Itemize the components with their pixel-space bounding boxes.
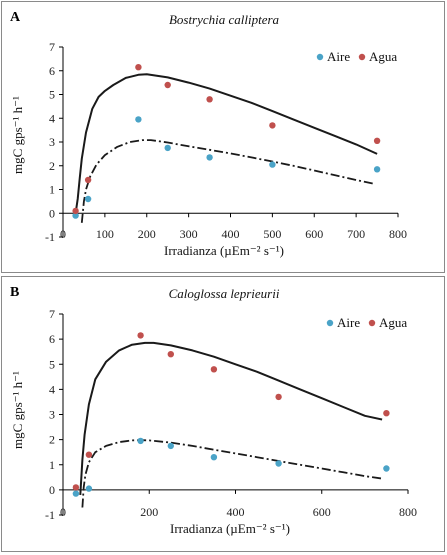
panel-b-x-tick-label: 600 — [313, 505, 331, 519]
panel-a-frame — [1, 1, 445, 273]
panel-a-x-tick-label: 500 — [263, 227, 281, 241]
panel-a: A Bostrychia calliptera Irradianza (µEm⁻… — [1, 1, 445, 273]
panel-b-y-tick-label: 3 — [49, 408, 55, 422]
panel-a-point-aire — [135, 116, 142, 123]
panel-b-y-tick-label: 1 — [49, 458, 55, 472]
panel-a-title: Bostrychia calliptera — [169, 12, 280, 27]
panel-b-legend-marker-agua — [368, 319, 376, 327]
panel-b-title: Caloglossa leprieurii — [169, 286, 280, 301]
panel-a-y-tick-label: 6 — [49, 64, 55, 78]
panel-b-point-aire — [275, 460, 282, 467]
panel-b-fit-curve-solid — [79, 341, 383, 495]
panel-b-y-tick-label: 7 — [49, 307, 55, 321]
panel-a-y-tick-label: 7 — [49, 40, 55, 54]
panel-a-fit-curve-dash-dot — [80, 139, 374, 223]
panel-a-point-agua — [269, 122, 276, 129]
panel-a-point-agua — [135, 63, 142, 71]
panel-b-point-aire — [210, 454, 218, 461]
panel-a-point-aire — [373, 166, 381, 173]
panel-a-y-axis-title: mgC gps⁻¹ h⁻¹ — [10, 96, 25, 174]
panel-b-point-agua — [137, 332, 144, 339]
panel-b-letter: B — [10, 285, 19, 300]
panel-b-point-agua — [167, 351, 174, 358]
panel-b-x-tick-label: 0 — [60, 505, 66, 519]
panel-b-point-aire — [85, 485, 93, 492]
panel-b-y-tick-label: -1 — [45, 508, 55, 522]
panel-b-point-aire — [167, 442, 174, 450]
panel-a-legend-marker-aire — [316, 53, 324, 61]
panel-a-point-agua — [373, 137, 381, 144]
panel-a-point-aire — [206, 154, 213, 161]
panel-a-point-agua — [84, 176, 92, 184]
panel-b-point-agua — [383, 410, 390, 417]
panel-a-y-tick-label: 2 — [49, 159, 55, 173]
panel-b-y-tick-label: 6 — [49, 332, 55, 346]
panel-a-x-tick-label: 600 — [305, 227, 323, 241]
panel-b-point-agua — [210, 366, 218, 373]
panel-a-point-agua — [206, 96, 213, 103]
panel-b-point-agua — [72, 484, 80, 491]
panel-b-plot: -1 0 1 2 3 4 5 6 7 0 200 400 600 800 Aire Agua — [45, 307, 417, 522]
panel-b-y-tick-label: 2 — [49, 433, 55, 447]
panel-a-fit-curve-solid — [74, 73, 378, 214]
panel-a-x-tick-label: 700 — [347, 227, 365, 241]
panel-a-y-tick-label: 1 — [49, 183, 55, 197]
panel-b-y-tick-label: 0 — [49, 483, 55, 497]
panel-a-x-tick-label: 0 — [60, 227, 66, 241]
panel-a-x-tick-label: 200 — [138, 227, 156, 241]
panel-b-y-axis-title: mgC gps⁻¹ h⁻¹ — [10, 371, 25, 449]
panel-a-x-axis-title: Irradianza (µEm⁻² s⁻¹) — [164, 243, 284, 258]
panel-a-y-tick-label: 4 — [49, 111, 55, 125]
panel-b: B Caloglossa leprieurii Irradianza (µEm⁻… — [1, 276, 445, 552]
panel-a-x-tick-label: 300 — [180, 227, 198, 241]
panel-b-x-tick-label: 200 — [140, 505, 158, 519]
panel-a-y-tick-label: 5 — [49, 88, 55, 102]
panel-b-legend-marker-aire — [326, 319, 334, 327]
panel-a-point-agua — [164, 81, 171, 89]
panel-b-x-tick-label: 800 — [399, 505, 417, 519]
panel-b-point-aire — [383, 465, 390, 472]
panel-b-legend-label-aire: Aire — [337, 315, 360, 330]
panel-b-point-aire — [137, 437, 144, 445]
panel-a-y-tick-label: 0 — [49, 206, 55, 220]
panel-a-legend-label-agua: Agua — [369, 49, 397, 64]
panel-a-legend-label-aire: Aire — [327, 49, 350, 64]
panel-a-point-aire — [84, 195, 92, 203]
panel-a-x-tick-label: 100 — [96, 227, 114, 241]
panel-a-x-tick-label: 800 — [389, 227, 407, 241]
panel-a-y-tick-label: 3 — [49, 135, 55, 149]
panel-b-x-tick-label: 400 — [227, 505, 245, 519]
panel-a-x-tick-label: 400 — [222, 227, 240, 241]
panel-b-y-tick-label: 4 — [49, 382, 55, 396]
panel-b-point-agua — [275, 393, 282, 401]
panel-b-y-tick-label: 5 — [49, 357, 55, 371]
panel-a-y-tick-label: -1 — [45, 230, 55, 244]
panel-b-x-axis-title: Irradianza (µEm⁻² s⁻¹) — [170, 521, 290, 536]
panel-a-letter: A — [10, 10, 21, 25]
panel-a-point-aire — [72, 212, 79, 219]
panel-b-point-agua — [85, 451, 93, 458]
panel-a-legend-marker-agua — [358, 53, 366, 61]
panel-a-point-aire — [164, 144, 171, 152]
panel-a-point-agua — [72, 207, 79, 215]
panel-a-plot: -1 0 1 2 3 4 5 6 7 0 100 200 300 400 500 600 700 800 Aire A… — [45, 40, 407, 244]
panel-b-point-aire — [72, 490, 80, 497]
panel-b-legend-label-agua: Agua — [379, 315, 407, 330]
panel-a-point-aire — [269, 161, 276, 168]
